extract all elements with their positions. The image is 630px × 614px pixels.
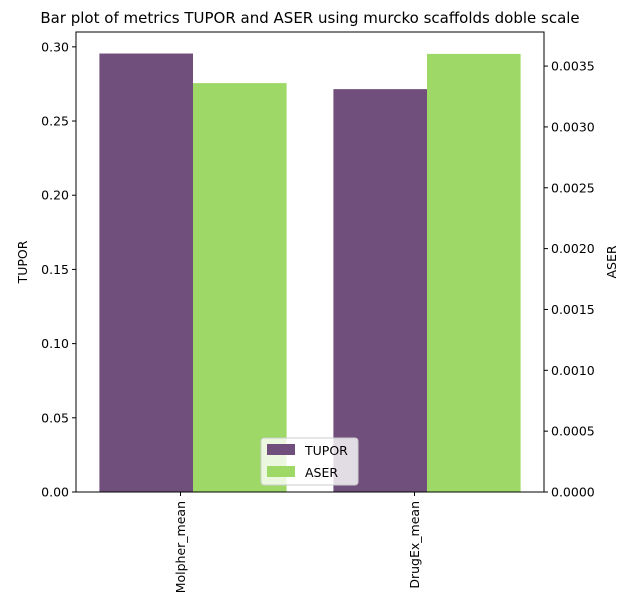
- x-tick-label: Molpher_mean: [173, 501, 188, 593]
- y-tick-label-left: 0.15: [41, 262, 69, 277]
- legend-label-aser: ASER: [305, 465, 338, 480]
- y-tick-label-right: 0.0005: [551, 424, 595, 439]
- bar-tupor-drugex-mean: [333, 89, 427, 493]
- chart-title: Bar plot of metrics TUPOR and ASER using…: [40, 9, 579, 27]
- y-tick-label-right: 0.0030: [551, 119, 595, 134]
- legend: TUPOR ASER: [260, 437, 359, 486]
- y-tick-label-left: 0.20: [41, 188, 69, 203]
- y-tick-label-left: 0.00: [41, 485, 69, 500]
- y-tick-label-right: 0.0025: [551, 180, 595, 195]
- plot-frame: [75, 31, 545, 493]
- legend-swatch-aser: [267, 466, 295, 477]
- y-tick-label-left: 0.25: [41, 114, 69, 129]
- y-tick-label-left: 0.10: [41, 336, 69, 351]
- y-axis-label-left: TUPOR: [15, 240, 30, 284]
- y-tick-label-left: 0.05: [41, 410, 69, 425]
- bar-aser-molpher-mean: [193, 83, 287, 492]
- y-tick-label-right: 0.0010: [551, 363, 595, 378]
- bar-aser-drugex-mean: [427, 53, 521, 493]
- y-tick-label-right: 0.0015: [551, 302, 595, 317]
- y-tick-label-right: 0.0000: [551, 485, 595, 500]
- legend-label-tupor: TUPOR: [304, 443, 348, 458]
- x-tick-label: DrugEx_mean: [407, 501, 422, 589]
- y-tick-label-right: 0.0020: [551, 241, 595, 256]
- y-tick-label-right: 0.0035: [551, 59, 595, 74]
- legend-swatch-tupor: [267, 444, 295, 455]
- y-tick-label-left: 0.30: [41, 39, 69, 54]
- y-axis-label-right: ASER: [604, 245, 619, 278]
- bar-tupor-molpher-mean: [99, 53, 193, 493]
